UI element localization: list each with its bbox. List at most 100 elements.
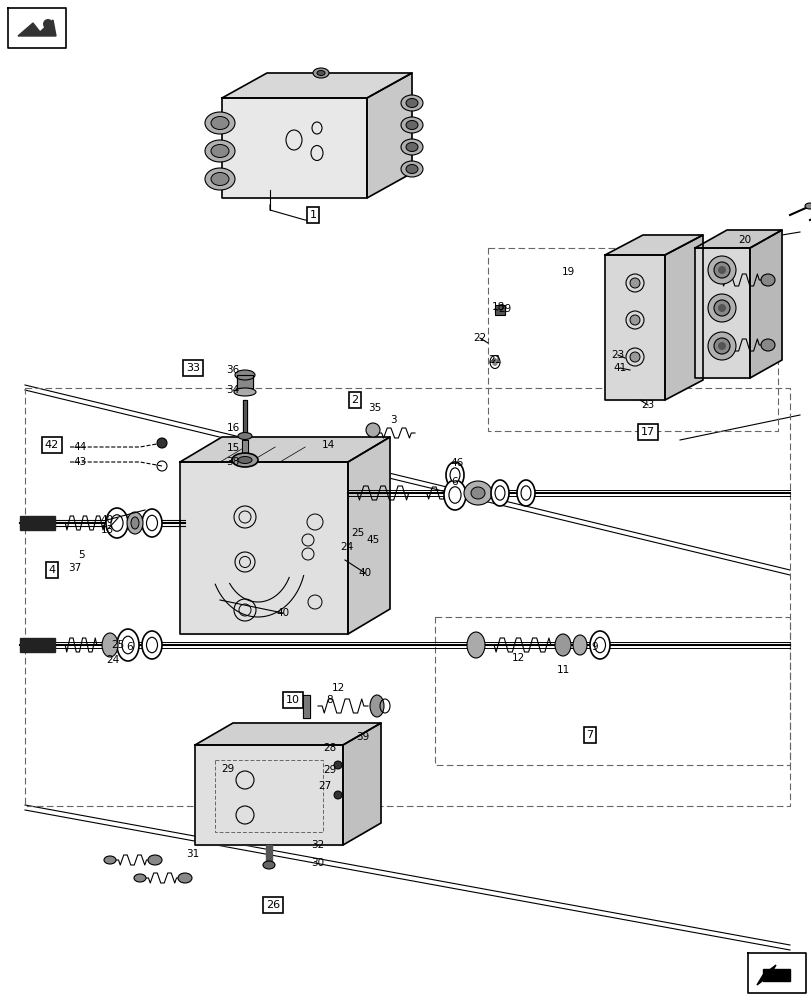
Polygon shape	[221, 73, 411, 98]
Ellipse shape	[401, 95, 423, 111]
Text: 21: 21	[487, 355, 501, 365]
Text: 12: 12	[511, 653, 524, 663]
Text: 15: 15	[226, 443, 239, 453]
Circle shape	[333, 761, 341, 769]
Text: 23: 23	[641, 400, 654, 410]
Polygon shape	[20, 516, 55, 530]
Text: 30: 30	[311, 858, 324, 868]
Ellipse shape	[445, 462, 463, 488]
Text: 45: 45	[366, 535, 380, 545]
Ellipse shape	[142, 631, 162, 659]
Text: 44: 44	[73, 442, 87, 452]
Polygon shape	[18, 20, 56, 36]
Text: 29: 29	[498, 304, 511, 314]
Ellipse shape	[713, 262, 729, 278]
Ellipse shape	[131, 517, 139, 529]
Polygon shape	[604, 255, 664, 400]
Ellipse shape	[573, 635, 586, 655]
Ellipse shape	[491, 358, 497, 366]
Ellipse shape	[401, 117, 423, 133]
Polygon shape	[180, 437, 389, 462]
Text: 31: 31	[187, 849, 200, 859]
Ellipse shape	[122, 636, 134, 654]
Ellipse shape	[232, 453, 258, 467]
Polygon shape	[664, 235, 702, 400]
Ellipse shape	[713, 338, 729, 354]
Polygon shape	[242, 400, 247, 432]
Text: 29: 29	[221, 764, 234, 774]
Ellipse shape	[804, 203, 811, 209]
Text: 46: 46	[450, 458, 463, 468]
Text: 13: 13	[101, 525, 114, 535]
Text: 25: 25	[111, 640, 124, 650]
Text: 4: 4	[49, 565, 55, 575]
Ellipse shape	[470, 487, 484, 499]
Ellipse shape	[521, 486, 530, 500]
Text: 20: 20	[737, 235, 751, 245]
Ellipse shape	[406, 121, 418, 130]
Ellipse shape	[148, 855, 162, 865]
Polygon shape	[237, 375, 253, 388]
Text: 43: 43	[73, 457, 87, 467]
Ellipse shape	[263, 861, 275, 869]
Ellipse shape	[127, 512, 143, 534]
Text: 40: 40	[358, 568, 371, 578]
Polygon shape	[756, 965, 775, 985]
Text: 6: 6	[451, 477, 457, 487]
Text: 14: 14	[321, 440, 334, 450]
Text: 28: 28	[323, 743, 337, 753]
Text: 10: 10	[285, 695, 299, 705]
Polygon shape	[762, 969, 789, 981]
Ellipse shape	[406, 143, 418, 152]
Ellipse shape	[495, 486, 504, 500]
Ellipse shape	[211, 173, 229, 186]
Polygon shape	[266, 845, 272, 865]
Polygon shape	[195, 723, 380, 745]
Text: 26: 26	[266, 900, 280, 910]
Ellipse shape	[146, 515, 157, 531]
Text: 34: 34	[226, 385, 239, 395]
Ellipse shape	[204, 168, 234, 190]
Ellipse shape	[134, 874, 146, 882]
Ellipse shape	[102, 633, 118, 657]
Ellipse shape	[234, 388, 255, 396]
Text: 17: 17	[640, 427, 654, 437]
Text: 9: 9	[591, 642, 598, 652]
Bar	[495, 305, 504, 315]
Ellipse shape	[713, 300, 729, 316]
Text: 27: 27	[318, 781, 331, 791]
Bar	[435, 617, 789, 765]
Polygon shape	[303, 695, 310, 718]
Ellipse shape	[401, 139, 423, 155]
Polygon shape	[604, 235, 702, 255]
Polygon shape	[8, 8, 66, 48]
Text: 7: 7	[586, 730, 593, 740]
Ellipse shape	[146, 637, 157, 653]
Ellipse shape	[717, 266, 725, 274]
Ellipse shape	[629, 352, 639, 362]
Ellipse shape	[449, 468, 459, 482]
Bar	[25, 388, 789, 806]
Text: 42: 42	[45, 440, 59, 450]
Ellipse shape	[444, 480, 466, 510]
Text: 24: 24	[106, 655, 119, 665]
Text: 16: 16	[226, 423, 239, 433]
Ellipse shape	[594, 637, 605, 653]
Text: 25: 25	[351, 528, 364, 538]
Ellipse shape	[204, 112, 234, 134]
Polygon shape	[342, 723, 380, 845]
Ellipse shape	[401, 161, 423, 177]
Text: 11: 11	[556, 665, 569, 675]
Circle shape	[43, 19, 53, 29]
Bar	[487, 248, 777, 431]
Polygon shape	[195, 745, 342, 845]
Text: 12: 12	[331, 683, 344, 693]
Ellipse shape	[238, 456, 251, 464]
Polygon shape	[367, 73, 411, 198]
Text: 32: 32	[311, 840, 324, 850]
Ellipse shape	[117, 629, 139, 661]
Text: 1: 1	[309, 210, 316, 220]
Text: 8: 8	[326, 695, 333, 705]
Ellipse shape	[104, 856, 116, 864]
Ellipse shape	[491, 480, 508, 506]
